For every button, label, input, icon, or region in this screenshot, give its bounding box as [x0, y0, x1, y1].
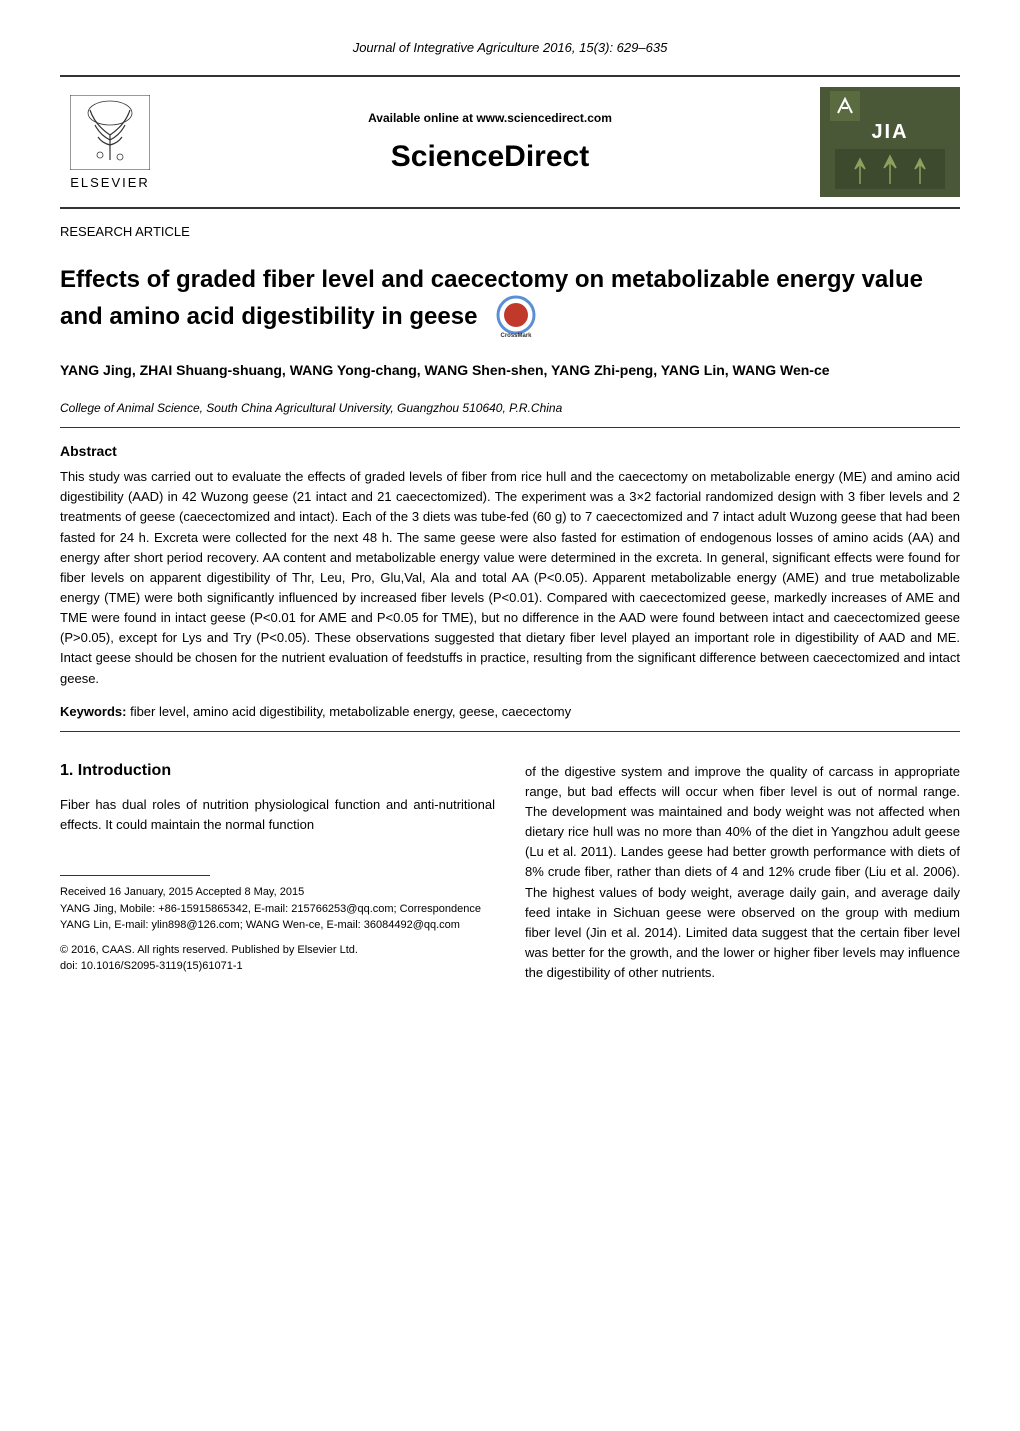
keywords-label: Keywords:: [60, 704, 126, 719]
footnote-contact: YANG Jing, Mobile: +86-15915865342, E-ma…: [60, 901, 495, 934]
jia-text: JIA: [871, 121, 908, 144]
footnote-copyright: © 2016, CAAS. All rights reserved. Publi…: [60, 942, 495, 959]
elsevier-tree-icon: [70, 95, 150, 170]
authors-list: YANG Jing, ZHAI Shuang-shuang, WANG Yong…: [60, 360, 960, 381]
affiliation: College of Animal Science, South China A…: [60, 401, 960, 428]
crossmark-icon: CrossMark: [494, 295, 539, 340]
journal-reference: Journal of Integrative Agriculture 2016,…: [60, 40, 960, 55]
crossmark-badge[interactable]: CrossMark: [494, 295, 539, 340]
right-column: of the digestive system and improve the …: [525, 762, 960, 984]
article-type-label: RESEARCH ARTICLE: [60, 224, 960, 239]
footnote-received: Received 16 January, 2015 Accepted 8 May…: [60, 884, 495, 901]
intro-paragraph-right: of the digestive system and improve the …: [525, 762, 960, 984]
elsevier-wordmark: ELSEVIER: [70, 175, 150, 190]
header-bar: ELSEVIER Available online at www.science…: [60, 75, 960, 209]
two-column-body: 1. Introduction Fiber has dual roles of …: [60, 762, 960, 984]
jia-trees-icon: [830, 144, 950, 194]
intro-paragraph-left: Fiber has dual roles of nutrition physio…: [60, 795, 495, 835]
jia-banner-icon: [830, 91, 950, 121]
footnote-doi: doi: 10.1016/S2095-3119(15)61071-1: [60, 958, 495, 975]
sciencedirect-block: Available online at www.sciencedirect.co…: [160, 111, 820, 174]
section-1-heading: 1. Introduction: [60, 762, 495, 780]
footnote-separator: [60, 875, 210, 876]
jia-cover-thumbnail: JIA: [820, 87, 960, 197]
available-online-text: Available online at www.sciencedirect.co…: [160, 111, 820, 125]
title-text: Effects of graded fiber level and caecec…: [60, 266, 923, 330]
keywords-line: Keywords: fiber level, amino acid digest…: [60, 704, 960, 732]
abstract-text: This study was carried out to evaluate t…: [60, 467, 960, 689]
keywords-values: fiber level, amino acid digestibility, m…: [126, 704, 571, 719]
svg-text:CrossMark: CrossMark: [501, 333, 533, 339]
abstract-heading: Abstract: [60, 443, 960, 459]
left-column: 1. Introduction Fiber has dual roles of …: [60, 762, 495, 984]
elsevier-logo: ELSEVIER: [60, 87, 160, 197]
article-title: Effects of graded fiber level and caecec…: [60, 264, 960, 340]
sciencedirect-wordmark: ScienceDirect: [160, 140, 820, 174]
